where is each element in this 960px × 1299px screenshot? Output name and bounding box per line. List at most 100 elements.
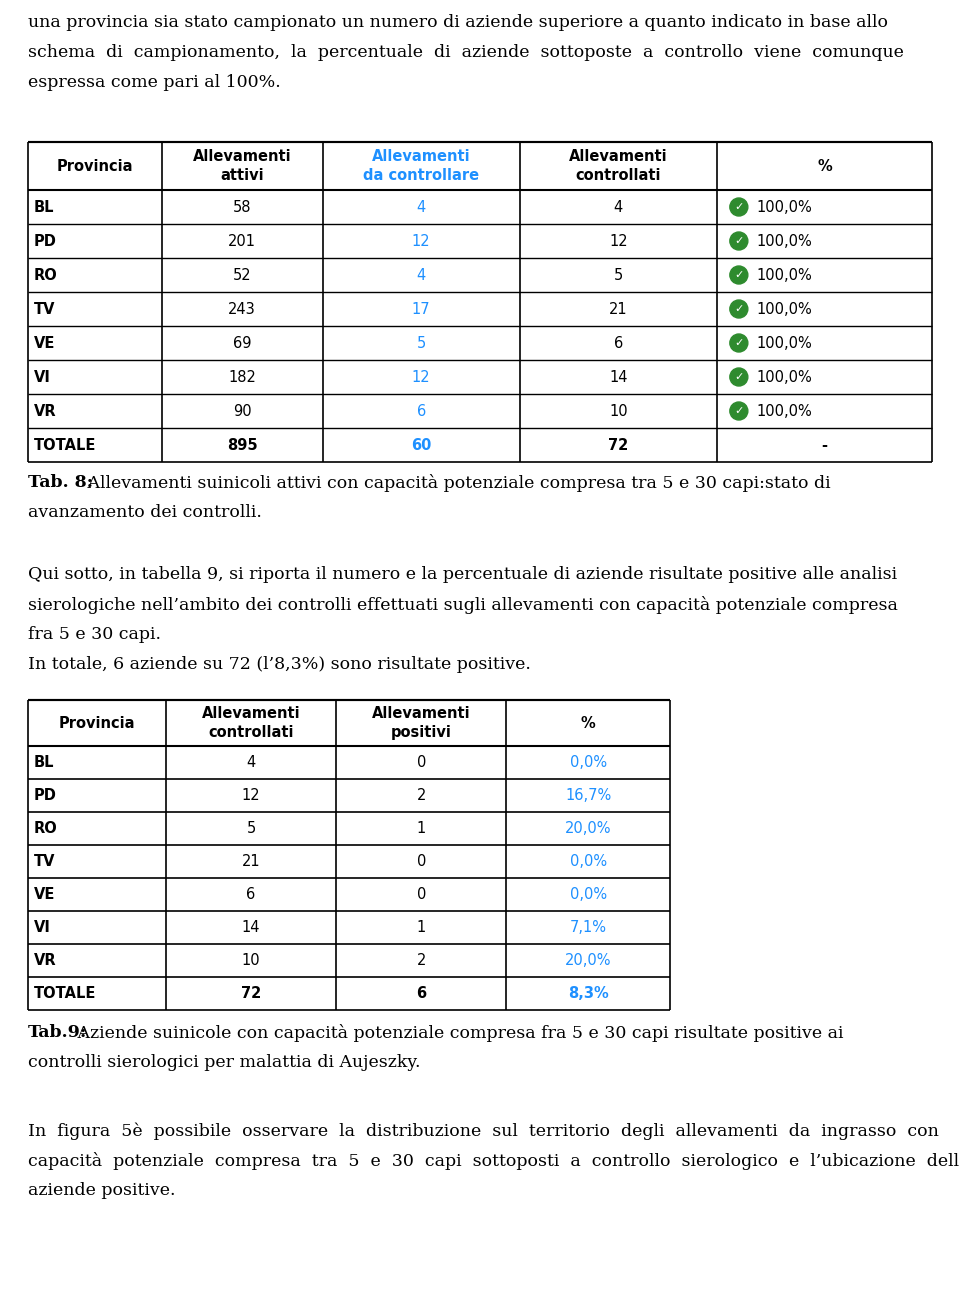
Text: VI: VI (34, 920, 51, 935)
Circle shape (730, 401, 748, 420)
Text: 6: 6 (247, 887, 255, 902)
Text: una provincia sia stato campionato un numero di aziende superiore a quanto indic: una provincia sia stato campionato un nu… (28, 14, 888, 31)
Text: TV: TV (34, 853, 56, 869)
Circle shape (730, 266, 748, 284)
Text: VR: VR (34, 404, 57, 418)
Text: %: % (817, 158, 831, 174)
Text: 12: 12 (242, 788, 260, 803)
Text: ✓: ✓ (734, 203, 744, 212)
Text: 7,1%: 7,1% (569, 920, 607, 935)
Text: 100,0%: 100,0% (756, 335, 812, 351)
Text: 100,0%: 100,0% (756, 200, 812, 214)
Text: 12: 12 (412, 369, 430, 385)
Text: 14: 14 (609, 369, 628, 385)
Text: VE: VE (34, 887, 56, 902)
Text: 20,0%: 20,0% (564, 821, 612, 837)
Text: 100,0%: 100,0% (756, 234, 812, 248)
Text: controlli sierologici per malattia di Aujeszky.: controlli sierologici per malattia di Au… (28, 1053, 420, 1070)
Text: 100,0%: 100,0% (756, 369, 812, 385)
Text: 182: 182 (228, 369, 256, 385)
Text: 1: 1 (417, 821, 426, 837)
Text: 4: 4 (417, 200, 426, 214)
Text: TV: TV (34, 301, 56, 317)
Text: RO: RO (34, 268, 58, 282)
Text: 0,0%: 0,0% (569, 755, 607, 770)
Text: 1: 1 (417, 920, 426, 935)
Text: In totale, 6 aziende su 72 (l’8,3%) sono risultate positive.: In totale, 6 aziende su 72 (l’8,3%) sono… (28, 656, 531, 673)
Text: 72: 72 (609, 438, 629, 452)
Text: %: % (581, 716, 595, 730)
Text: ✓: ✓ (734, 338, 744, 348)
Text: VR: VR (34, 953, 57, 968)
Text: Provincia: Provincia (57, 158, 133, 174)
Text: 52: 52 (233, 268, 252, 282)
Text: PD: PD (34, 788, 57, 803)
Text: 243: 243 (228, 301, 256, 317)
Text: ✓: ✓ (734, 270, 744, 281)
Text: 10: 10 (609, 404, 628, 418)
Text: sierologiche nell’ambito dei controlli effettuati sugli allevamenti con capacità: sierologiche nell’ambito dei controlli e… (28, 596, 898, 614)
Text: RO: RO (34, 821, 58, 837)
Text: 21: 21 (242, 853, 260, 869)
Text: 90: 90 (233, 404, 252, 418)
Text: 5: 5 (417, 335, 426, 351)
Text: 16,7%: 16,7% (565, 788, 612, 803)
Text: 14: 14 (242, 920, 260, 935)
Text: VE: VE (34, 335, 56, 351)
Text: 60: 60 (411, 438, 431, 452)
Text: BL: BL (34, 200, 55, 214)
Text: Qui sotto, in tabella 9, si riporta il numero e la percentuale di aziende risult: Qui sotto, in tabella 9, si riporta il n… (28, 566, 898, 583)
Text: TOTALE: TOTALE (34, 438, 96, 452)
Text: 4: 4 (613, 200, 623, 214)
Text: 12: 12 (412, 234, 430, 248)
Text: 4: 4 (417, 268, 426, 282)
Text: 100,0%: 100,0% (756, 404, 812, 418)
Text: 201: 201 (228, 234, 256, 248)
Text: Allevamenti suinicoli attivi con capacità potenziale compresa tra 5 e 30 capi:st: Allevamenti suinicoli attivi con capacit… (82, 474, 830, 492)
Text: 4: 4 (247, 755, 255, 770)
Text: Allevamenti
controllati: Allevamenti controllati (202, 707, 300, 740)
Text: 0,0%: 0,0% (569, 887, 607, 902)
Text: Tab. 8:: Tab. 8: (28, 474, 93, 491)
Circle shape (730, 197, 748, 216)
Text: schema  di  campionamento,  la  percentuale  di  aziende  sottoposte  a  control: schema di campionamento, la percentuale … (28, 44, 904, 61)
Text: 5: 5 (247, 821, 255, 837)
Text: VI: VI (34, 369, 51, 385)
Text: ✓: ✓ (734, 407, 744, 416)
Circle shape (730, 334, 748, 352)
Text: 0,0%: 0,0% (569, 853, 607, 869)
Text: 895: 895 (227, 438, 257, 452)
Text: 6: 6 (613, 335, 623, 351)
Text: 69: 69 (233, 335, 252, 351)
Text: 72: 72 (241, 986, 261, 1002)
Circle shape (730, 233, 748, 249)
Text: PD: PD (34, 234, 57, 248)
Text: 0: 0 (417, 755, 426, 770)
Text: 58: 58 (233, 200, 252, 214)
Text: 6: 6 (417, 986, 426, 1002)
Text: 100,0%: 100,0% (756, 268, 812, 282)
Text: capacità  potenziale  compresa  tra  5  e  30  capi  sottoposti  a  controllo  s: capacità potenziale compresa tra 5 e 30 … (28, 1152, 960, 1170)
Text: ✓: ✓ (734, 372, 744, 382)
Circle shape (730, 300, 748, 318)
Text: Aziende suinicole con capacità potenziale compresa fra 5 e 30 capi risultate pos: Aziende suinicole con capacità potenzial… (72, 1024, 844, 1042)
Text: 0: 0 (417, 887, 426, 902)
Text: Allevamenti
controllati: Allevamenti controllati (569, 149, 667, 183)
Text: ✓: ✓ (734, 236, 744, 246)
Text: 0: 0 (417, 853, 426, 869)
Text: 2: 2 (417, 953, 426, 968)
Text: BL: BL (34, 755, 55, 770)
Text: 10: 10 (242, 953, 260, 968)
Text: In  figura  5è  possibile  osservare  la  distribuzione  sul  territorio  degli : In figura 5è possibile osservare la dist… (28, 1122, 939, 1139)
Text: Allevamenti
attivi: Allevamenti attivi (193, 149, 292, 183)
Text: 100,0%: 100,0% (756, 301, 812, 317)
Text: -: - (822, 438, 828, 452)
Text: 5: 5 (613, 268, 623, 282)
Text: Allevamenti
positivi: Allevamenti positivi (372, 707, 470, 740)
Text: 20,0%: 20,0% (564, 953, 612, 968)
Text: espressa come pari al 100%.: espressa come pari al 100%. (28, 74, 280, 91)
Text: Provincia: Provincia (59, 716, 135, 730)
Text: aziende positive.: aziende positive. (28, 1182, 176, 1199)
Text: 17: 17 (412, 301, 430, 317)
Text: ✓: ✓ (734, 304, 744, 314)
